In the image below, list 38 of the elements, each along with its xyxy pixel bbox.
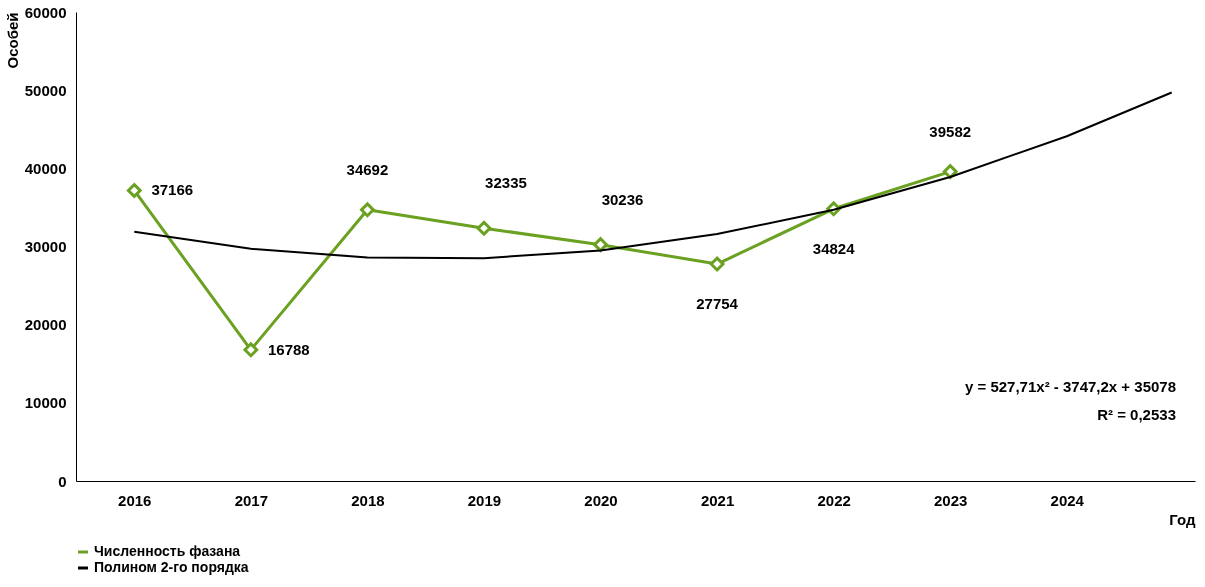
annotation: y = 527,71x² - 3747,2x + 35078 [964,378,1176,395]
x-tick-label: 2021 [700,491,735,509]
data-label: 16788 [267,340,310,358]
data-label: 30236 [601,190,644,208]
y-tick-label: 10000 [24,394,67,412]
point [593,237,608,253]
y-tick-label: 30000 [24,238,67,255]
point [476,220,492,236]
x-tick-label: 2016 [118,491,152,509]
x-tick-label: 2024 [1050,491,1085,509]
data-label: 34692 [346,160,389,178]
y-tick-label: 40000 [24,159,67,177]
y-axis-title: Особей [3,12,21,69]
y-tick-label: 0 [58,472,67,490]
legend-label: Полином 2-го порядка [94,559,249,575]
data-label: 37166 [151,181,194,199]
y-tick-label: 50000 [24,81,67,99]
legend-label: Численность фазана [94,543,241,559]
y-tick-label: 20000 [24,316,67,334]
x-tick-label: 2020 [584,491,618,509]
x-tick-label: 2019 [467,491,502,509]
data-label: 32335 [485,174,527,192]
point [126,183,142,198]
data-label: 39582 [929,122,972,140]
x-tick-label: 2023 [934,491,968,509]
x-axis-title: Год [1169,510,1196,528]
point [243,342,259,358]
x-tick-label: 2022 [817,491,851,509]
point [942,164,958,180]
point [359,202,375,218]
y-tick-label: 60000 [24,3,67,21]
point [709,256,725,272]
x-tick-label: 2018 [351,491,385,509]
annotation: R² = 0,2533 [1097,406,1176,423]
data-label: 27754 [696,295,739,313]
data-label: 34824 [812,239,856,257]
x-tick-label: 2017 [234,491,269,509]
line-series [133,91,1173,260]
